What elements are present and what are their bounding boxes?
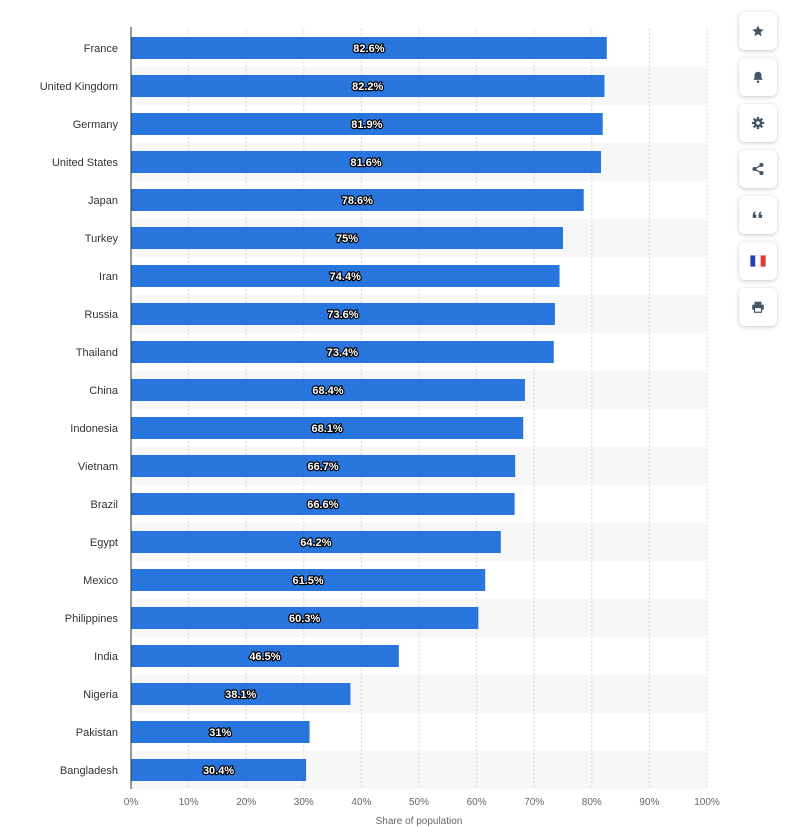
- bar: [131, 189, 584, 211]
- x-axis-ticks: 0% 10% 20% 30% 40% 50% 60% 70% 80% 90% 100%: [124, 797, 720, 808]
- x-tick-label: 80%: [582, 797, 602, 808]
- category-label: Vietnam: [78, 461, 118, 473]
- category-label: Germany: [73, 119, 119, 131]
- x-tick-label: 60%: [467, 797, 487, 808]
- language-button[interactable]: [739, 242, 777, 280]
- data-label: 73.4%: [327, 347, 358, 359]
- data-labels: 82.6% 82.2% 81.9% 81.6% 78.6% 75% 74.4% 73.6% 73…: [202, 42, 386, 778]
- bar: [131, 379, 525, 401]
- category-label: Nigeria: [83, 689, 119, 701]
- data-label: 64.2%: [300, 537, 331, 549]
- category-label: Turkey: [85, 233, 119, 245]
- french-flag-icon: [750, 255, 766, 267]
- category-label: United Kingdom: [40, 81, 118, 93]
- data-label: 30.4%: [203, 765, 234, 777]
- notification-button[interactable]: [739, 58, 777, 96]
- data-label: 68.1%: [312, 423, 343, 435]
- data-label: 82.2%: [352, 81, 383, 93]
- data-label: 81.9%: [351, 119, 382, 131]
- bar: [131, 303, 555, 325]
- category-label: Iran: [99, 271, 118, 283]
- data-label: 81.6%: [350, 157, 381, 169]
- bar: [131, 151, 602, 173]
- data-label: 78.6%: [342, 195, 373, 207]
- category-label: France: [84, 43, 118, 55]
- bar: [131, 341, 554, 363]
- bar: [131, 417, 524, 439]
- x-tick-label: 40%: [351, 797, 371, 808]
- category-label: India: [94, 651, 119, 663]
- bar: [131, 113, 603, 135]
- settings-button[interactable]: [739, 104, 777, 142]
- x-tick-label: 70%: [524, 797, 544, 808]
- bar: [131, 645, 399, 667]
- bar: [131, 265, 560, 287]
- data-label: 82.6%: [353, 43, 384, 55]
- toolbar: [739, 12, 777, 326]
- category-label: Brazil: [90, 499, 118, 511]
- data-label: 46.5%: [249, 651, 280, 663]
- category-labels: France United Kingdom Germany United States…: [40, 43, 119, 777]
- data-label: 38.1%: [225, 689, 256, 701]
- x-tick-label: 90%: [639, 797, 659, 808]
- bars: [131, 37, 607, 781]
- category-label: Japan: [88, 195, 118, 207]
- x-tick-label: 100%: [694, 797, 720, 808]
- x-tick-label: 50%: [409, 797, 429, 808]
- data-label: 61.5%: [293, 575, 324, 587]
- print-button[interactable]: [739, 288, 777, 326]
- quote-icon: [752, 211, 763, 218]
- category-label: Thailand: [76, 347, 118, 359]
- category-label: Bangladesh: [60, 765, 118, 777]
- category-label: Philippines: [65, 613, 119, 625]
- printer-icon: [752, 301, 764, 313]
- x-tick-label: 30%: [294, 797, 314, 808]
- category-label: China: [89, 385, 119, 397]
- favorite-button[interactable]: [739, 12, 777, 50]
- bell-icon: [753, 71, 763, 83]
- bar: [131, 75, 605, 97]
- category-label: Russia: [84, 309, 119, 321]
- category-label: Pakistan: [76, 727, 118, 739]
- bar: [131, 227, 563, 249]
- data-label: 31%: [209, 727, 231, 739]
- data-label: 66.6%: [307, 499, 338, 511]
- bar: [131, 569, 486, 591]
- bar: [131, 607, 479, 629]
- bar: [131, 683, 351, 705]
- data-label: 73.6%: [327, 309, 358, 321]
- cite-button[interactable]: [739, 196, 777, 234]
- bar: [131, 37, 607, 59]
- bar: [131, 759, 307, 781]
- category-label: United States: [52, 157, 119, 169]
- x-tick-label: 20%: [236, 797, 256, 808]
- data-label: 66.7%: [307, 461, 338, 473]
- x-axis-title: Share of population: [376, 816, 463, 827]
- bar: [131, 721, 310, 743]
- x-tick-label: 0%: [124, 797, 139, 808]
- category-label: Indonesia: [70, 423, 119, 435]
- bar: [131, 455, 516, 477]
- gear-icon: [751, 116, 765, 130]
- share-button[interactable]: [739, 150, 777, 188]
- category-label: Egypt: [90, 537, 118, 549]
- bar: [131, 493, 515, 515]
- category-label: Mexico: [83, 575, 118, 587]
- data-label: 75%: [336, 233, 358, 245]
- x-tick-label: 10%: [179, 797, 199, 808]
- star-icon: [752, 25, 764, 37]
- data-label: 68.4%: [312, 385, 343, 397]
- data-label: 74.4%: [330, 271, 361, 283]
- data-label: 60.3%: [289, 613, 320, 625]
- share-icon: [752, 162, 764, 176]
- bar: [131, 531, 501, 553]
